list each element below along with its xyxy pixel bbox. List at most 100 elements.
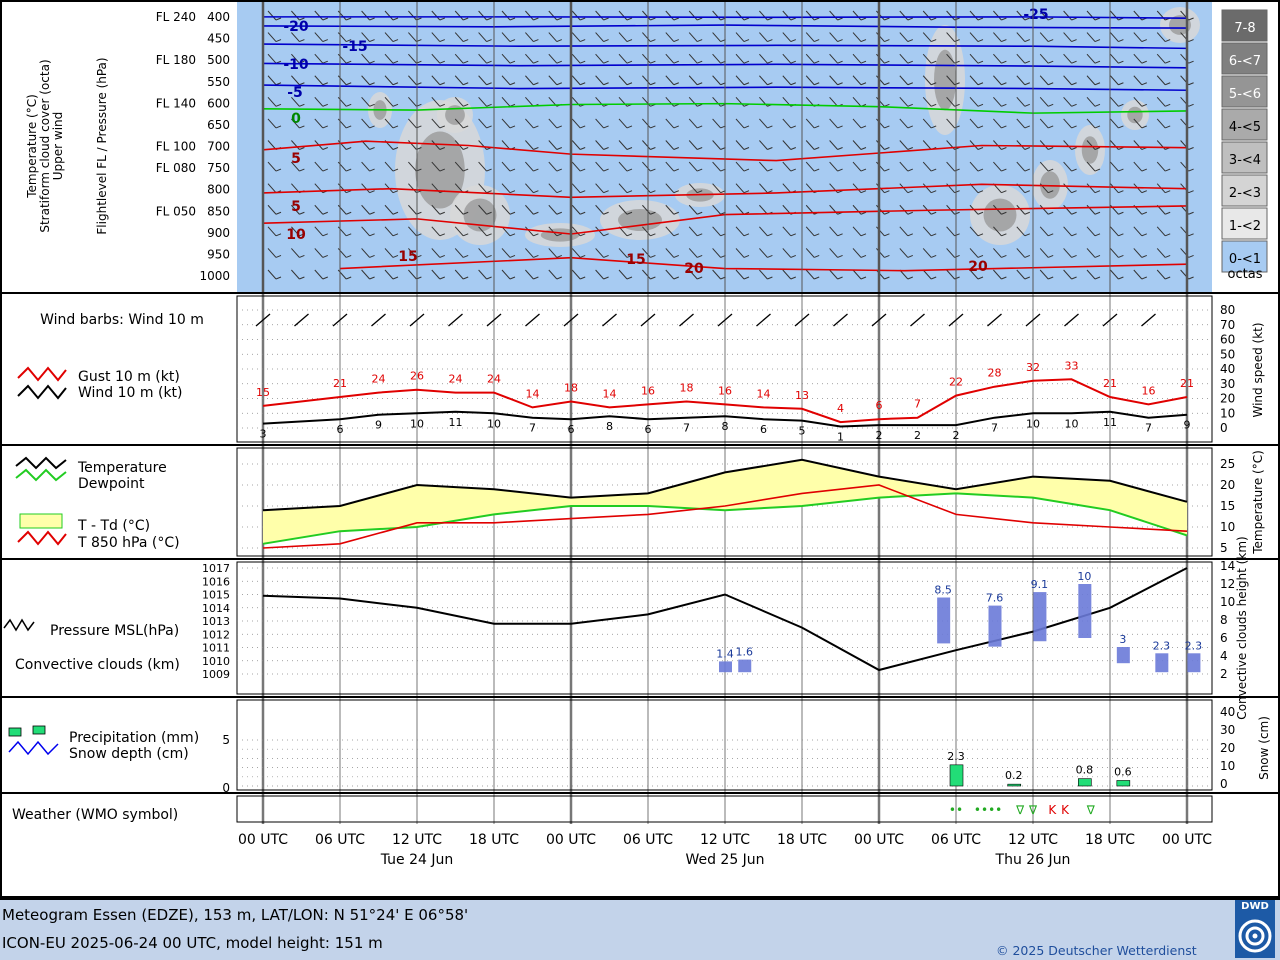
upper-wind-barb bbox=[346, 168, 352, 172]
wind-data-label: 10 bbox=[487, 417, 501, 430]
upper-wind-barb bbox=[1141, 276, 1147, 280]
upper-wind-barb bbox=[969, 248, 979, 258]
upper-wind-barb bbox=[1133, 248, 1143, 258]
upper-wind-barb bbox=[852, 248, 862, 258]
upper-wind-barb bbox=[767, 125, 773, 129]
upper-wind-barb bbox=[712, 140, 721, 150]
upper-wind-barb bbox=[1141, 190, 1147, 194]
pressure-level-label: 450 bbox=[207, 32, 230, 46]
upper-wind-barb bbox=[977, 17, 984, 21]
upper-wind-barb bbox=[860, 39, 867, 43]
temp-legend-label: Temperature bbox=[77, 460, 167, 476]
time-tick-label: 12 UTC bbox=[700, 832, 750, 848]
upper-wind-barb bbox=[1048, 82, 1054, 86]
wind-data-label: 11 bbox=[1103, 416, 1117, 429]
weather-symbol: ∇ bbox=[1028, 803, 1038, 817]
upper-wind-barb bbox=[876, 118, 885, 129]
upper-wind-barb bbox=[314, 204, 324, 215]
snow-ylabel: Snow (cm) bbox=[1257, 716, 1271, 780]
upper-wind-barb bbox=[688, 161, 698, 172]
upper-wind-barb bbox=[1118, 233, 1124, 237]
upper-wind-barb bbox=[899, 75, 909, 86]
upper-wind-barb bbox=[509, 125, 516, 129]
flight-level-label: FL 180 bbox=[156, 53, 196, 67]
upper-wind-barb bbox=[1086, 75, 1096, 86]
upper-wind-barb bbox=[1094, 60, 1101, 64]
upper-wind-barb bbox=[1039, 204, 1049, 215]
upper-wind-barb bbox=[665, 248, 675, 258]
upper-wind-barb bbox=[509, 211, 516, 215]
upper-wind-barb bbox=[790, 17, 796, 21]
upper-wind-barb bbox=[814, 60, 820, 64]
upper-wind-barb bbox=[463, 103, 469, 107]
upper-wind-barb bbox=[454, 269, 464, 280]
surface-wind-barb bbox=[255, 313, 271, 327]
upper-wind-barb bbox=[1001, 276, 1007, 280]
upper-wind-barb bbox=[642, 140, 651, 150]
upper-wind-barb bbox=[626, 17, 633, 21]
upper-wind-barb bbox=[1016, 10, 1026, 21]
pressure-ytick: 1011 bbox=[202, 642, 230, 655]
upper-wind-barb bbox=[735, 226, 745, 237]
upper-wind-barb bbox=[431, 97, 441, 107]
upper-wind-barb bbox=[782, 269, 792, 280]
snow-ytick: 40 bbox=[1220, 705, 1235, 719]
upper-wind-barb bbox=[556, 276, 562, 280]
upper-wind-barb bbox=[1063, 161, 1072, 172]
upper-wind-barb bbox=[314, 75, 324, 86]
pressure-level-label: 550 bbox=[207, 75, 230, 89]
upper-wind-barb bbox=[369, 125, 375, 129]
upper-wind-barb bbox=[556, 211, 562, 215]
upper-wind-barb bbox=[369, 39, 375, 43]
upper-wind-barb bbox=[767, 276, 773, 280]
upper-wind-barb bbox=[993, 32, 1002, 42]
upper-wind-barb bbox=[603, 168, 609, 172]
upper-wind-barb bbox=[509, 190, 516, 194]
upper-wind-barb bbox=[595, 10, 604, 21]
upper-wind-barb bbox=[688, 118, 698, 129]
upper-wind-barb bbox=[1086, 97, 1096, 107]
upper-wind-barb bbox=[408, 32, 417, 42]
upper-wind-barb bbox=[1048, 39, 1054, 43]
upper-wind-barb bbox=[618, 53, 628, 64]
upper-wind-barb bbox=[626, 168, 633, 172]
upper-wind-barb bbox=[533, 147, 539, 150]
upper-wind-barb bbox=[1063, 140, 1072, 150]
wind-data-label: 11 bbox=[449, 416, 463, 429]
surface-wind-barb bbox=[910, 313, 925, 327]
upper-wind-barb bbox=[697, 125, 703, 129]
upper-wind-barb bbox=[743, 60, 750, 64]
upper-wind-barb bbox=[1094, 233, 1101, 237]
cloud-legend-label: 6-<7 bbox=[1229, 54, 1261, 69]
upper-wind-barb bbox=[314, 269, 324, 280]
upper-wind-barb bbox=[580, 147, 586, 150]
upper-wind-barb bbox=[548, 248, 558, 258]
upper-wind-barb bbox=[571, 118, 581, 129]
upper-wind-barb bbox=[759, 161, 768, 172]
upper-wind-barb bbox=[509, 168, 516, 172]
gust-line bbox=[262, 378, 1188, 424]
upper-wind-barb bbox=[852, 118, 862, 129]
upper-wind-barb bbox=[1016, 204, 1026, 215]
gust-data-label: 16 bbox=[1142, 384, 1156, 397]
temp-ytick: 25 bbox=[1220, 457, 1235, 471]
upper-wind-barb bbox=[267, 75, 277, 86]
upper-wind-barb bbox=[697, 103, 703, 107]
upper-wind-barb bbox=[439, 60, 445, 64]
cloud-legend-unit: octas bbox=[1228, 267, 1263, 282]
upper-wind-barb bbox=[712, 118, 721, 129]
upper-wind-barb bbox=[478, 183, 487, 193]
upper-wind-barb bbox=[1133, 32, 1143, 42]
upper-wind-barb bbox=[969, 53, 979, 64]
upper-wind-barb bbox=[642, 53, 651, 64]
snow-ytick: 0 bbox=[1220, 777, 1228, 791]
upper-wind-barb bbox=[571, 140, 581, 150]
upper-wind-barb bbox=[1156, 248, 1166, 258]
upper-wind-barb bbox=[1024, 39, 1030, 43]
upper-wind-barb bbox=[478, 161, 487, 172]
convective-cloud-bar bbox=[1078, 584, 1092, 638]
upper-wind-barb bbox=[1024, 276, 1030, 280]
upper-wind-barb bbox=[486, 39, 492, 43]
upper-wind-barb bbox=[735, 248, 745, 258]
upper-wind-barb bbox=[860, 17, 867, 21]
